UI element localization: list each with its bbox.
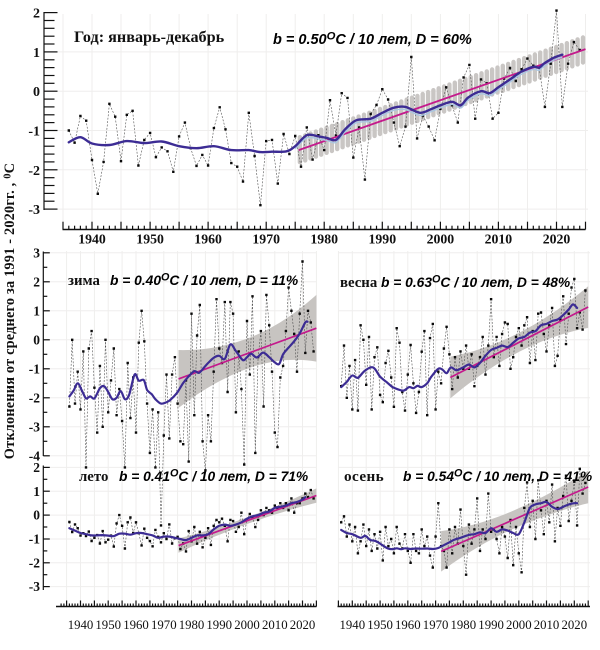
svg-text:1960: 1960: [123, 618, 149, 632]
svg-text:2010: 2010: [534, 618, 560, 632]
svg-text:-2: -2: [29, 390, 40, 405]
svg-text:0: 0: [33, 508, 40, 523]
svg-text:-2: -2: [28, 164, 40, 179]
svg-text:2020: 2020: [290, 618, 316, 632]
svg-text:1990: 1990: [206, 618, 232, 632]
svg-text:1970: 1970: [423, 618, 449, 632]
svg-text:-3: -3: [28, 203, 40, 218]
svg-text:лето: лето: [79, 469, 108, 485]
svg-text:1: 1: [33, 46, 40, 61]
svg-text:3: 3: [33, 245, 40, 260]
svg-text:2: 2: [33, 7, 40, 22]
svg-text:1940: 1940: [68, 618, 94, 632]
svg-text:1970: 1970: [151, 618, 177, 632]
svg-text:1: 1: [33, 303, 40, 318]
svg-text:1960: 1960: [194, 232, 222, 247]
svg-text:1990: 1990: [478, 618, 504, 632]
svg-text:2010: 2010: [485, 232, 513, 247]
svg-text:2000: 2000: [427, 232, 455, 247]
svg-text:b = 0.41ОС / 10 лет, D = 71%: b = 0.41ОС / 10 лет, D = 71%: [119, 468, 308, 485]
svg-text:осень: осень: [344, 468, 384, 485]
svg-text:1990: 1990: [369, 232, 397, 247]
svg-text:-1: -1: [29, 532, 40, 547]
svg-text:2: 2: [33, 274, 40, 289]
svg-text:2: 2: [33, 460, 40, 475]
svg-text:1980: 1980: [310, 232, 338, 247]
svg-text:Год: январь-декабрь: Год: январь-декабрь: [74, 28, 225, 46]
svg-text:b = 0.54ОС / 10 лет, D = 41%: b = 0.54ОС / 10 лет, D = 41%: [403, 468, 592, 485]
svg-text:b = 0.40ОС / 10 лет, D = 11%: b = 0.40ОС / 10 лет, D = 11%: [110, 272, 298, 289]
svg-text:1950: 1950: [136, 232, 164, 247]
svg-text:2020: 2020: [543, 232, 571, 247]
svg-text:зима: зима: [68, 273, 100, 289]
svg-text:1970: 1970: [252, 232, 280, 247]
svg-text:b = 0.50ОС / 10 лет, D = 60%: b = 0.50ОС / 10 лет, D = 60%: [273, 31, 472, 49]
svg-text:2000: 2000: [234, 618, 260, 632]
svg-text:1960: 1960: [395, 618, 421, 632]
svg-text:-1: -1: [29, 361, 40, 376]
svg-text:1950: 1950: [95, 618, 121, 632]
svg-text:2010: 2010: [262, 618, 288, 632]
svg-text:-4: -4: [29, 448, 40, 463]
svg-text:2000: 2000: [506, 618, 532, 632]
svg-text:1980: 1980: [451, 618, 477, 632]
svg-text:1940: 1940: [340, 618, 366, 632]
svg-text:Отклонения от среднего за 1991: Отклонения от среднего за 1991 - 2020гг.…: [2, 163, 18, 459]
svg-text:-2: -2: [29, 555, 40, 570]
svg-text:1950: 1950: [367, 618, 393, 632]
svg-text:-1: -1: [28, 125, 40, 140]
svg-text:-3: -3: [29, 419, 40, 434]
svg-text:весна: весна: [340, 275, 378, 291]
svg-text:1940: 1940: [78, 232, 106, 247]
svg-text:2020: 2020: [562, 618, 588, 632]
svg-text:0: 0: [33, 332, 40, 347]
svg-text:0: 0: [33, 85, 40, 100]
svg-text:1: 1: [33, 484, 40, 499]
svg-text:-3: -3: [29, 579, 40, 594]
svg-text:1980: 1980: [179, 618, 205, 632]
svg-text:b = 0.63ОС / 10 лет, D = 48%: b = 0.63ОС / 10 лет, D = 48%: [381, 274, 570, 291]
